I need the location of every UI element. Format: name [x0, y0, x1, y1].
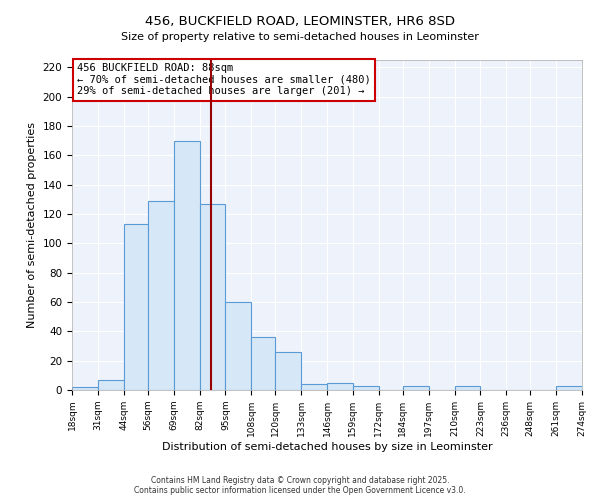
Bar [98, 380, 124, 390]
Bar [226, 302, 251, 390]
Bar [148, 201, 173, 390]
Bar [455, 386, 481, 390]
Bar [251, 337, 275, 390]
Bar [327, 382, 353, 390]
Bar [72, 387, 98, 390]
Bar [301, 384, 327, 390]
Bar [403, 386, 428, 390]
Bar [275, 352, 301, 390]
Bar [173, 140, 199, 390]
Text: 456, BUCKFIELD ROAD, LEOMINSTER, HR6 8SD: 456, BUCKFIELD ROAD, LEOMINSTER, HR6 8SD [145, 15, 455, 28]
Text: Size of property relative to semi-detached houses in Leominster: Size of property relative to semi-detach… [121, 32, 479, 42]
Bar [556, 386, 582, 390]
Bar [199, 204, 226, 390]
X-axis label: Distribution of semi-detached houses by size in Leominster: Distribution of semi-detached houses by … [161, 442, 493, 452]
Y-axis label: Number of semi-detached properties: Number of semi-detached properties [27, 122, 37, 328]
Bar [353, 386, 379, 390]
Text: Contains HM Land Registry data © Crown copyright and database right 2025.
Contai: Contains HM Land Registry data © Crown c… [134, 476, 466, 495]
Text: 456 BUCKFIELD ROAD: 88sqm
← 70% of semi-detached houses are smaller (480)
29% of: 456 BUCKFIELD ROAD: 88sqm ← 70% of semi-… [77, 64, 371, 96]
Bar [124, 224, 148, 390]
